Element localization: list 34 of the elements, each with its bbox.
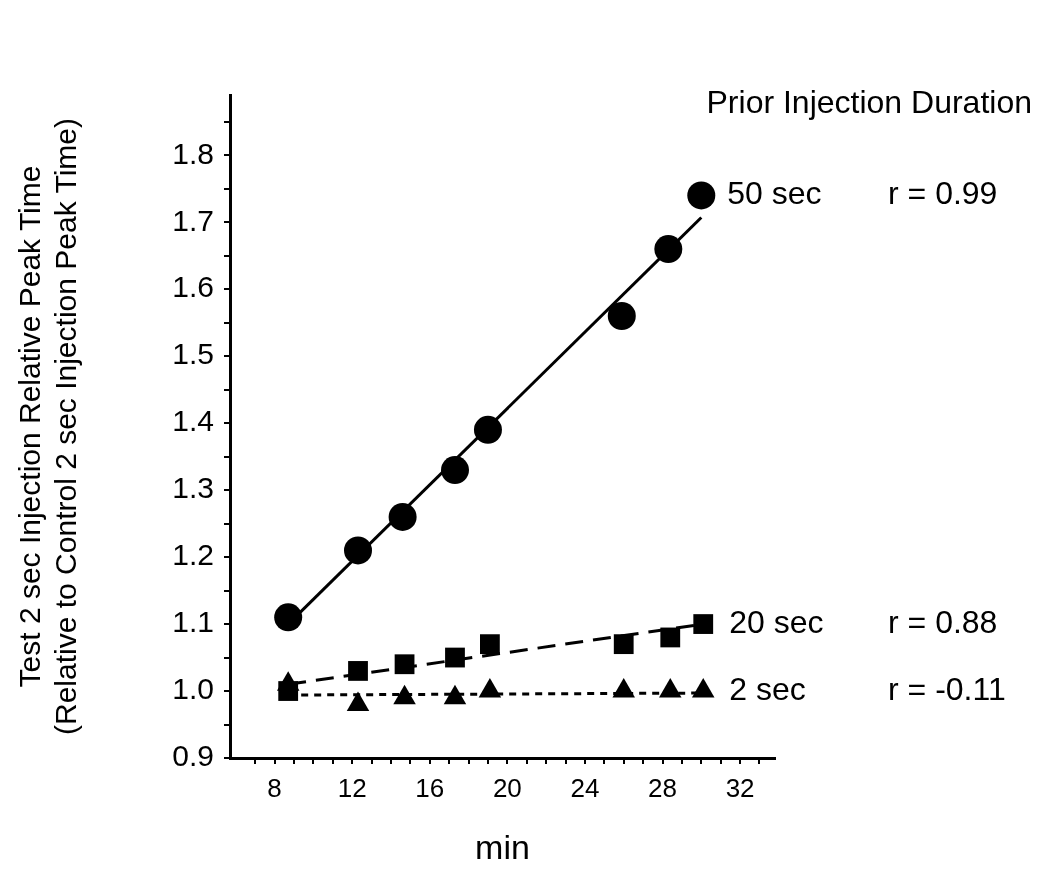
y-tick-label: 1.5 [172,337,214,371]
x-axis-title: min [475,827,530,866]
x-tick-label: 8 [267,772,282,803]
x-tick-label: 28 [648,772,677,803]
x-tick-label: 32 [725,772,755,803]
y-tick-label: 0.9 [172,739,214,773]
x-tick-label: 16 [415,772,445,803]
legend-title: Prior Injection Duration [706,83,1032,120]
y-tick-label: 1.7 [172,203,214,237]
text: r = -0.11 [888,670,1006,707]
point [479,634,500,655]
y-tick-label: 1.3 [172,471,214,505]
point [660,627,681,648]
y-tick-label: 1.8 [172,136,214,170]
x-tick-label: 20 [492,772,522,803]
series-label: 50 sec [727,175,822,212]
y-tick-label: 1.0 [172,672,214,706]
point [607,302,636,330]
series-label: 20 sec [729,603,824,640]
point [693,614,714,634]
x-tick-label: 12 [337,772,367,803]
series-label: 2 sec [729,670,806,707]
y-tick-label: 1.1 [172,605,214,639]
x-tick-label: 24 [570,772,600,803]
text: r = 0.88 [888,603,998,640]
y-tick-label: 1.2 [172,538,214,572]
point [274,603,303,632]
text: r = 0.99 [888,175,998,212]
point [613,634,634,655]
y-axis-title: Test 2 sec Injection Relative Peak Time (Relative to Control 2 sec Injection Peak Time) [13,118,83,735]
point [687,181,716,210]
y-tick-label: 1.4 [172,404,214,438]
point [348,661,368,681]
y-tick-label: 1.6 [172,270,214,304]
